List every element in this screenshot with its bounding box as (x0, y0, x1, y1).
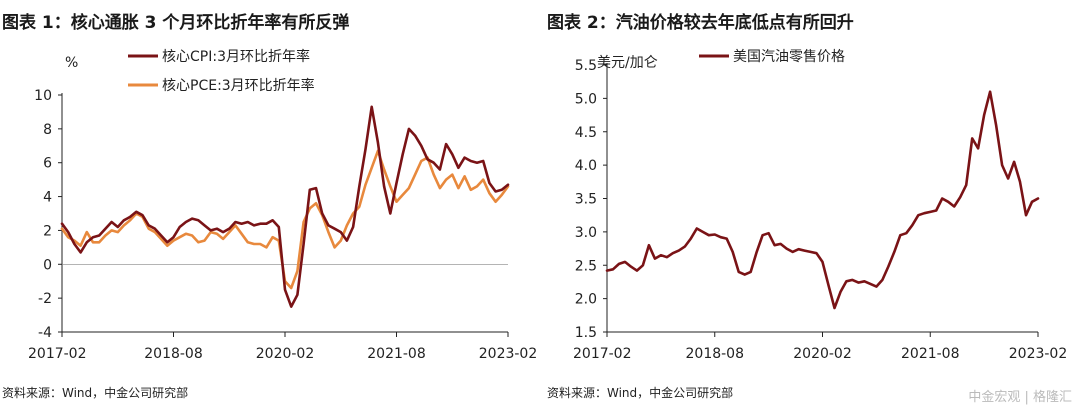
x-tick-label: 2023-02 (479, 346, 538, 362)
y-tick-label: 8 (43, 122, 52, 138)
gasoline-price-chart: 1.5 2.0 2.5 3.0 3.5 4.0 4.5 5.0 5.5 2017-02 2018-0… (573, 49, 1068, 362)
y-tick-label: 0 (43, 257, 52, 273)
y-tick-label: 4.0 (575, 158, 597, 174)
x-tick-label: 2017-02 (28, 346, 87, 362)
series-line-0 (60, 105, 510, 308)
y-tick-label: 2 (43, 223, 52, 239)
y-tick-label: 4.5 (575, 125, 597, 141)
legend-label: 核心PCE:3月环比折年率 (162, 77, 315, 94)
x-tick-label: 2018-08 (686, 346, 745, 362)
core-inflation-chart: -4 -2 0 2 4 6 8 10 2017-02 2018-08 2020-02 2021-08 2… (28, 48, 538, 362)
watermark: 中金宏观 | 格隆汇 (968, 390, 1072, 405)
unit-label: 美元/加仑 (597, 55, 658, 71)
y-tick-label: 5.0 (575, 91, 597, 107)
unit-label: % (65, 55, 78, 71)
source-note: 资料来源：Wind，中金公司研究部 (547, 386, 734, 400)
y-tick-label: 2.5 (575, 258, 597, 274)
y-tick-label: 3.5 (575, 192, 597, 208)
legend-label: 美国汽油零售价格 (733, 49, 845, 65)
x-tick-label: 2020-02 (256, 346, 315, 362)
y-tick-label: -2 (38, 291, 52, 307)
x-tick-label: 2021-08 (901, 346, 960, 362)
y-tick-label: 2.0 (575, 292, 597, 308)
series-line-1 (60, 149, 510, 290)
chart-panel-core-inflation: 图表 1：核心通胀 3 个月环比折年率有所反弹 -4 -2 0 2 4 6 8 10 2017-… (0, 0, 540, 409)
chart-title: 图表 1：核心通胀 3 个月环比折年率有所反弹 (2, 13, 350, 33)
chart-panel-gasoline-price: 图表 2：汽油价格较去年底低点有所回升 1.5 2.0 2.5 3.0 3.5 4.0 4.… (545, 0, 1080, 409)
y-tick-label: 5.5 (575, 58, 597, 74)
source-note: 资料来源：Wind，中金公司研究部 (2, 386, 189, 400)
y-tick-label: 3.0 (575, 225, 597, 241)
y-tick-label: 4 (43, 190, 52, 206)
x-tick-label: 2018-08 (144, 346, 203, 362)
y-tick-label: 10 (34, 88, 52, 104)
series-line-0 (605, 90, 1040, 310)
chart-title: 图表 2：汽油价格较去年底低点有所回升 (547, 13, 854, 33)
x-tick-label: 2021-08 (367, 346, 426, 362)
legend-label: 核心CPI:3月环比折年率 (162, 48, 310, 65)
y-tick-label: 1.5 (575, 325, 597, 341)
x-tick-label: 2020-02 (793, 346, 852, 362)
y-tick-label: -4 (38, 325, 52, 341)
x-tick-label: 2023-02 (1009, 346, 1068, 362)
x-tick-label: 2017-02 (573, 346, 632, 362)
y-tick-label: 6 (43, 156, 52, 172)
